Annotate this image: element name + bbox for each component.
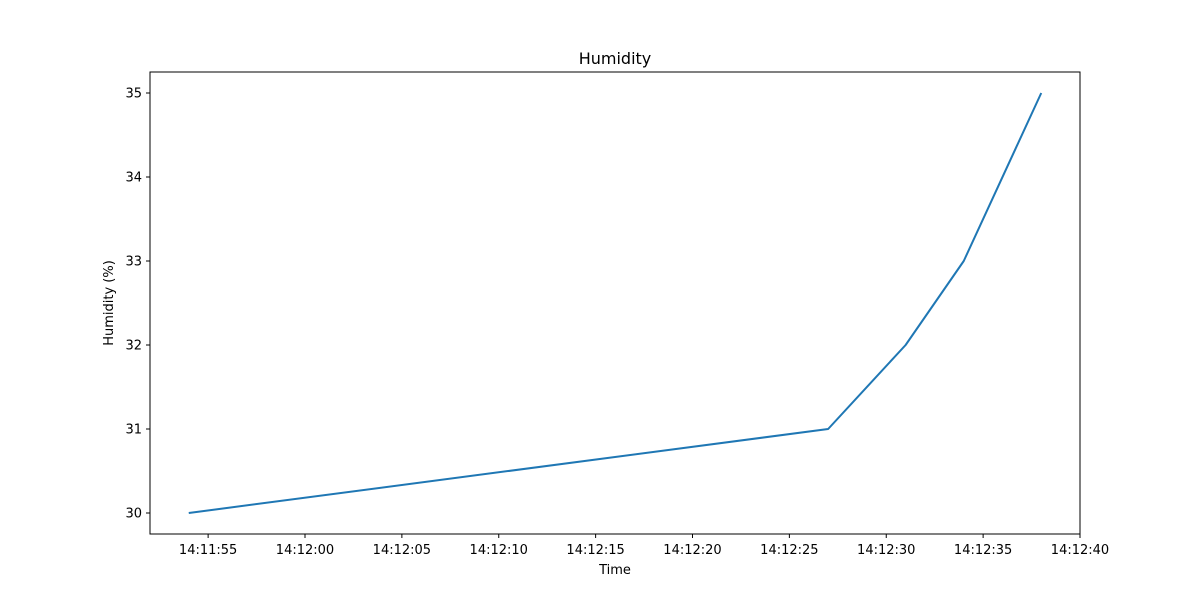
x-tick-label: 14:12:40	[1051, 543, 1109, 558]
y-axis-title: Humidity (%)	[102, 260, 117, 346]
x-tick-label: 14:12:20	[663, 543, 721, 558]
x-tick-label: 14:12:30	[857, 543, 915, 558]
x-tick-label: 14:12:25	[760, 543, 818, 558]
x-tick-label: 14:12:10	[470, 543, 528, 558]
x-axis: 14:11:55 14:12:00 14:12:05 14:12:10 14:12:15…	[179, 534, 1109, 558]
x-tick-label: 14:12:05	[373, 543, 431, 558]
humidity-series-line	[188, 92, 1043, 514]
y-tick-label: 32	[125, 339, 142, 354]
y-tick-label: 33	[125, 255, 142, 270]
series-layer	[188, 92, 1043, 514]
y-tick-label: 35	[125, 87, 142, 102]
x-tick-label: 14:12:15	[566, 543, 624, 558]
y-tick-label: 34	[125, 171, 142, 186]
x-tick-label: 14:12:35	[954, 543, 1012, 558]
chart-title: Humidity	[579, 49, 652, 68]
x-tick-label: 14:12:00	[276, 543, 334, 558]
plot-frame	[149, 71, 1081, 535]
y-tick-label: 31	[125, 423, 142, 438]
x-tick-label: 14:11:55	[179, 543, 237, 558]
x-axis-title: Time	[598, 563, 631, 578]
y-tick-label: 30	[125, 507, 142, 522]
y-axis: 30 31 32 33 34 35	[125, 87, 150, 522]
